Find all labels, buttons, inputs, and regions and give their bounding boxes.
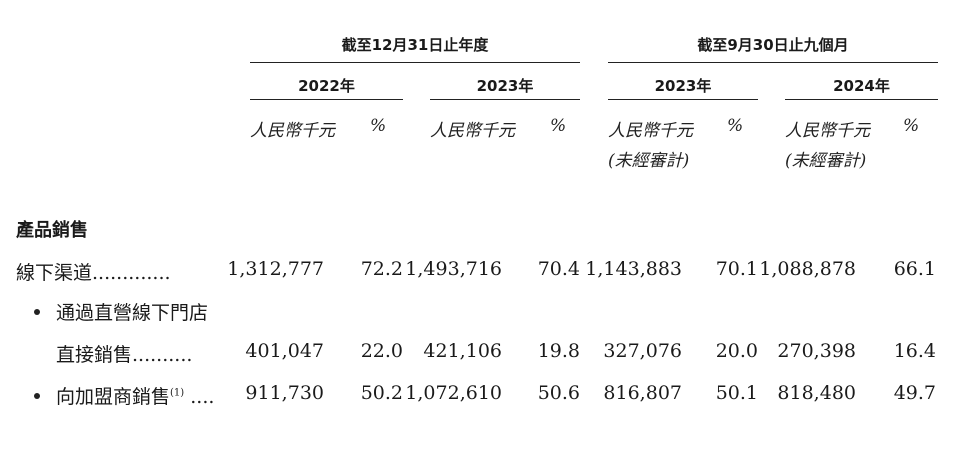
- cell-franchisee-2023-rmb: 1,072,610: [405, 382, 502, 404]
- period-header-full-year: 截至12月31日止年度: [341, 36, 489, 54]
- unaudited-note-2024-9m: (未經審計): [785, 151, 867, 171]
- year-rule-2024-9m: [785, 99, 938, 100]
- cell-offline-2022-rmb: 1,312,777: [227, 258, 324, 280]
- row-label-offline-channel: 線下渠道.............: [16, 258, 171, 285]
- row-label-text: 直接銷售: [56, 344, 133, 366]
- year-rule-2023: [430, 99, 580, 100]
- cell-offline-2023-pct: 70.4: [537, 258, 580, 280]
- cell-franchisee-2024-9m-rmb: 818,480: [777, 382, 856, 404]
- dot-leader: ..........: [132, 344, 193, 366]
- cell-franchisee-2023-9m-pct: 50.1: [715, 382, 758, 404]
- cell-franchisee-2023-9m-rmb: 816,807: [603, 382, 682, 404]
- bullet-icon: [34, 309, 40, 315]
- cell-direct-2023-9m-rmb: 327,076: [603, 340, 682, 362]
- cell-direct-2023-9m-pct: 20.0: [715, 340, 758, 362]
- dot-leader: .............: [92, 262, 171, 284]
- year-header-2023-9m: 2023年: [654, 77, 712, 95]
- cell-offline-2023-9m-pct: 70.1: [715, 258, 758, 280]
- unit-rmb-2024-9m: 人民幣千元: [785, 121, 870, 141]
- cell-direct-2022-pct: 22.0: [360, 340, 403, 362]
- year-rule-2022: [250, 99, 403, 100]
- cell-offline-2023-9m-rmb: 1,143,883: [585, 258, 682, 280]
- cell-direct-2024-9m-rmb: 270,398: [777, 340, 856, 362]
- bullet-icon: [34, 393, 40, 399]
- unit-rmb-2023-9m: 人民幣千元: [608, 121, 693, 141]
- cell-franchisee-2022-rmb: 911,730: [245, 382, 324, 404]
- unit-pct-2023-9m: %: [727, 116, 744, 136]
- group-rule-full-year: [250, 62, 580, 63]
- year-header-2024-9m: 2024年: [833, 77, 890, 95]
- row-label-text: 向加盟商銷售: [56, 386, 171, 408]
- section-title: 產品銷售: [16, 220, 88, 241]
- cell-offline-2023-rmb: 1,493,716: [405, 258, 502, 280]
- year-header-2023: 2023年: [476, 77, 534, 95]
- period-header-nine-months: 截至9月30日止九個月: [697, 36, 849, 54]
- dot-leader: ....: [190, 386, 215, 408]
- unit-pct-2023: %: [550, 116, 567, 136]
- unit-rmb-2023: 人民幣千元: [430, 121, 515, 141]
- cell-direct-2023-pct: 19.8: [537, 340, 580, 362]
- row-label-text: 線下渠道: [16, 262, 93, 284]
- group-rule-nine-months: [608, 62, 938, 63]
- cell-offline-2022-pct: 72.2: [360, 258, 403, 280]
- row-label-direct-stores-line2: 直接銷售..........: [56, 340, 192, 367]
- cell-direct-2024-9m-pct: 16.4: [893, 340, 936, 362]
- unit-pct-2022: %: [370, 116, 387, 136]
- cell-offline-2024-9m-pct: 66.1: [893, 258, 936, 280]
- cell-direct-2023-rmb: 421,106: [423, 340, 502, 362]
- row-label-direct-stores-line1: 通過直營線下門店: [56, 302, 209, 324]
- unit-pct-2024-9m: %: [903, 116, 920, 136]
- row-label-franchisee: 向加盟商銷售(1) ....: [56, 382, 214, 409]
- unit-rmb-2022: 人民幣千元: [250, 121, 335, 141]
- cell-offline-2024-9m-rmb: 1,088,878: [759, 258, 856, 280]
- footnote-marker: (1): [170, 387, 185, 399]
- year-header-2022: 2022年: [298, 77, 355, 95]
- cell-franchisee-2022-pct: 50.2: [360, 382, 403, 404]
- unaudited-note-2023-9m: (未經審計): [608, 151, 690, 171]
- year-rule-2023-9m: [608, 99, 758, 100]
- cell-franchisee-2024-9m-pct: 49.7: [893, 382, 936, 404]
- cell-direct-2022-rmb: 401,047: [245, 340, 324, 362]
- cell-franchisee-2023-pct: 50.6: [537, 382, 580, 404]
